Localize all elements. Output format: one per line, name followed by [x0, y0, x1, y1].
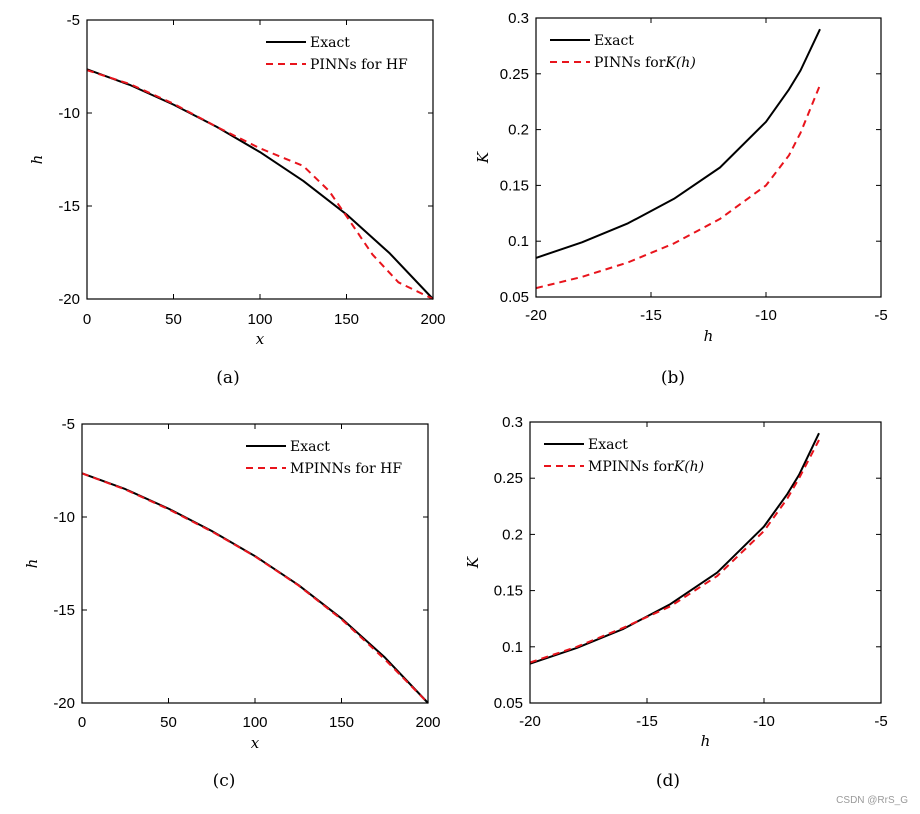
- panel-caption: (b): [661, 368, 685, 388]
- x-tick-label: 200: [415, 714, 440, 731]
- legend-entry-name: Exact: [588, 437, 628, 453]
- chart-panel-3: -5 -10 -15 -200 50 100 150 200 x h Exact MPINNs for…: [23, 416, 441, 791]
- legend-entry: MPINNs for HF: [290, 461, 402, 477]
- legend: Exact PINNs forK(h): [544, 26, 724, 74]
- x-tick-label: 50: [165, 311, 182, 328]
- legend-entry-name: MPINNs for HF: [290, 461, 402, 477]
- x-tick-label: -20: [519, 713, 541, 730]
- y-tick-label: -20: [53, 695, 75, 712]
- x-tick-label: 150: [334, 311, 359, 328]
- x-tick-label: 200: [420, 311, 445, 328]
- y-axis-label: K: [464, 556, 482, 569]
- legend-background: [544, 26, 724, 74]
- y-tick-label: 0.1: [502, 639, 523, 656]
- legend-entry-name: MPINNs for: [588, 459, 674, 475]
- legend-entry-name: Exact: [290, 439, 330, 455]
- y-tick-label: 0.2: [508, 122, 529, 139]
- chart-panel-1: -5 -10 -15 -200 50 100 150 200 x h Exact PINNs for …: [28, 12, 446, 388]
- exact-series-line: [535, 28, 821, 259]
- x-tick-label: 0: [78, 714, 86, 731]
- plot-frame: [86, 19, 434, 300]
- x-axis-label: h: [704, 327, 714, 345]
- y-axis-label: K: [474, 151, 492, 164]
- watermark: CSDN @RrS_G: [836, 795, 908, 806]
- y-tick-label: -10: [58, 105, 80, 122]
- y-tick-label: 0.1: [508, 233, 529, 250]
- legend-entry: MPINNs forK(h): [588, 459, 704, 475]
- x-tick-label: -10: [755, 307, 777, 324]
- legend-entry-name: PINNs for: [594, 55, 666, 71]
- y-tick-label: 0.2: [502, 526, 523, 543]
- legend-entry: PINNs forK(h): [594, 55, 696, 71]
- legend-entry-name: Exact: [310, 35, 350, 51]
- x-axis-label: x: [251, 734, 260, 752]
- plot-frame: [535, 17, 882, 298]
- chart-panel-4: 0.3 0.25 0.2 0.15 0.1 0.05-20 -15 -10 -5 h K Exact M…: [464, 414, 888, 791]
- legend-entry: Exact: [310, 35, 350, 51]
- x-tick-label: -20: [525, 307, 547, 324]
- y-axis-label: h: [23, 559, 41, 569]
- y-tick-label: 0.05: [500, 289, 529, 306]
- plot-frame: [529, 421, 882, 704]
- panel-caption: (d): [656, 771, 680, 791]
- y-tick-label: -15: [53, 602, 75, 619]
- x-axis-label: h: [701, 732, 711, 750]
- legend-background: [538, 430, 728, 478]
- x-tick-label: -15: [636, 713, 658, 730]
- predicted-series-line: [81, 472, 429, 704]
- x-tick-label: 100: [242, 714, 267, 731]
- predicted-series-line: [86, 69, 434, 300]
- y-tick-label: 0.25: [500, 66, 529, 83]
- legend-entry: PINNs for HF: [310, 57, 408, 73]
- legend-entry: Exact: [594, 33, 634, 49]
- exact-series-line: [81, 472, 429, 704]
- x-tick-label: -15: [640, 307, 662, 324]
- y-tick-label: -20: [58, 291, 80, 308]
- y-tick-label: -5: [67, 12, 80, 29]
- y-tick-label: 0.3: [508, 10, 529, 27]
- x-tick-label: 0: [83, 311, 91, 328]
- y-tick-label: 0.3: [502, 414, 523, 431]
- legend-entry-math: K(h): [664, 55, 695, 71]
- x-tick-label: 50: [160, 714, 177, 731]
- x-axis-label: x: [256, 330, 265, 348]
- exact-series-line: [529, 432, 820, 665]
- x-tick-label: 150: [329, 714, 354, 731]
- legend-entry: Exact: [290, 439, 330, 455]
- y-tick-label: -15: [58, 198, 80, 215]
- legend-background: [240, 432, 420, 480]
- panel-caption: (a): [216, 368, 239, 388]
- legend-entry: Exact: [588, 437, 628, 453]
- y-tick-label: -10: [53, 509, 75, 526]
- x-tick-label: 100: [247, 311, 272, 328]
- legend-entry-math: K(h): [673, 459, 704, 475]
- y-tick-label: 0.05: [494, 695, 523, 712]
- legend-entry-name: PINNs for HF: [310, 57, 408, 73]
- legend: Exact MPINNs forK(h): [538, 430, 728, 478]
- y-axis-label: h: [28, 155, 46, 165]
- legend-background: [260, 28, 425, 76]
- y-tick-label: 0.25: [494, 470, 523, 487]
- y-tick-label: 0.15: [494, 583, 523, 600]
- x-tick-label: -10: [753, 713, 775, 730]
- legend: Exact PINNs for HF: [260, 28, 425, 76]
- plot-frame: [81, 423, 429, 704]
- x-tick-label: -5: [874, 307, 887, 324]
- legend-entry-name: Exact: [594, 33, 634, 49]
- x-tick-label: -5: [874, 713, 887, 730]
- predicted-series-line: [529, 439, 820, 664]
- y-tick-label: -5: [62, 416, 75, 433]
- chart-panel-2: 0.3 0.25 0.2 0.15 0.1 0.05-20 -15 -10 -5 h K Exact P…: [474, 10, 888, 388]
- y-tick-label: 0.15: [500, 177, 529, 194]
- panel-caption: (c): [213, 771, 236, 791]
- legend: Exact MPINNs for HF: [240, 432, 420, 480]
- predicted-series-line: [535, 84, 821, 290]
